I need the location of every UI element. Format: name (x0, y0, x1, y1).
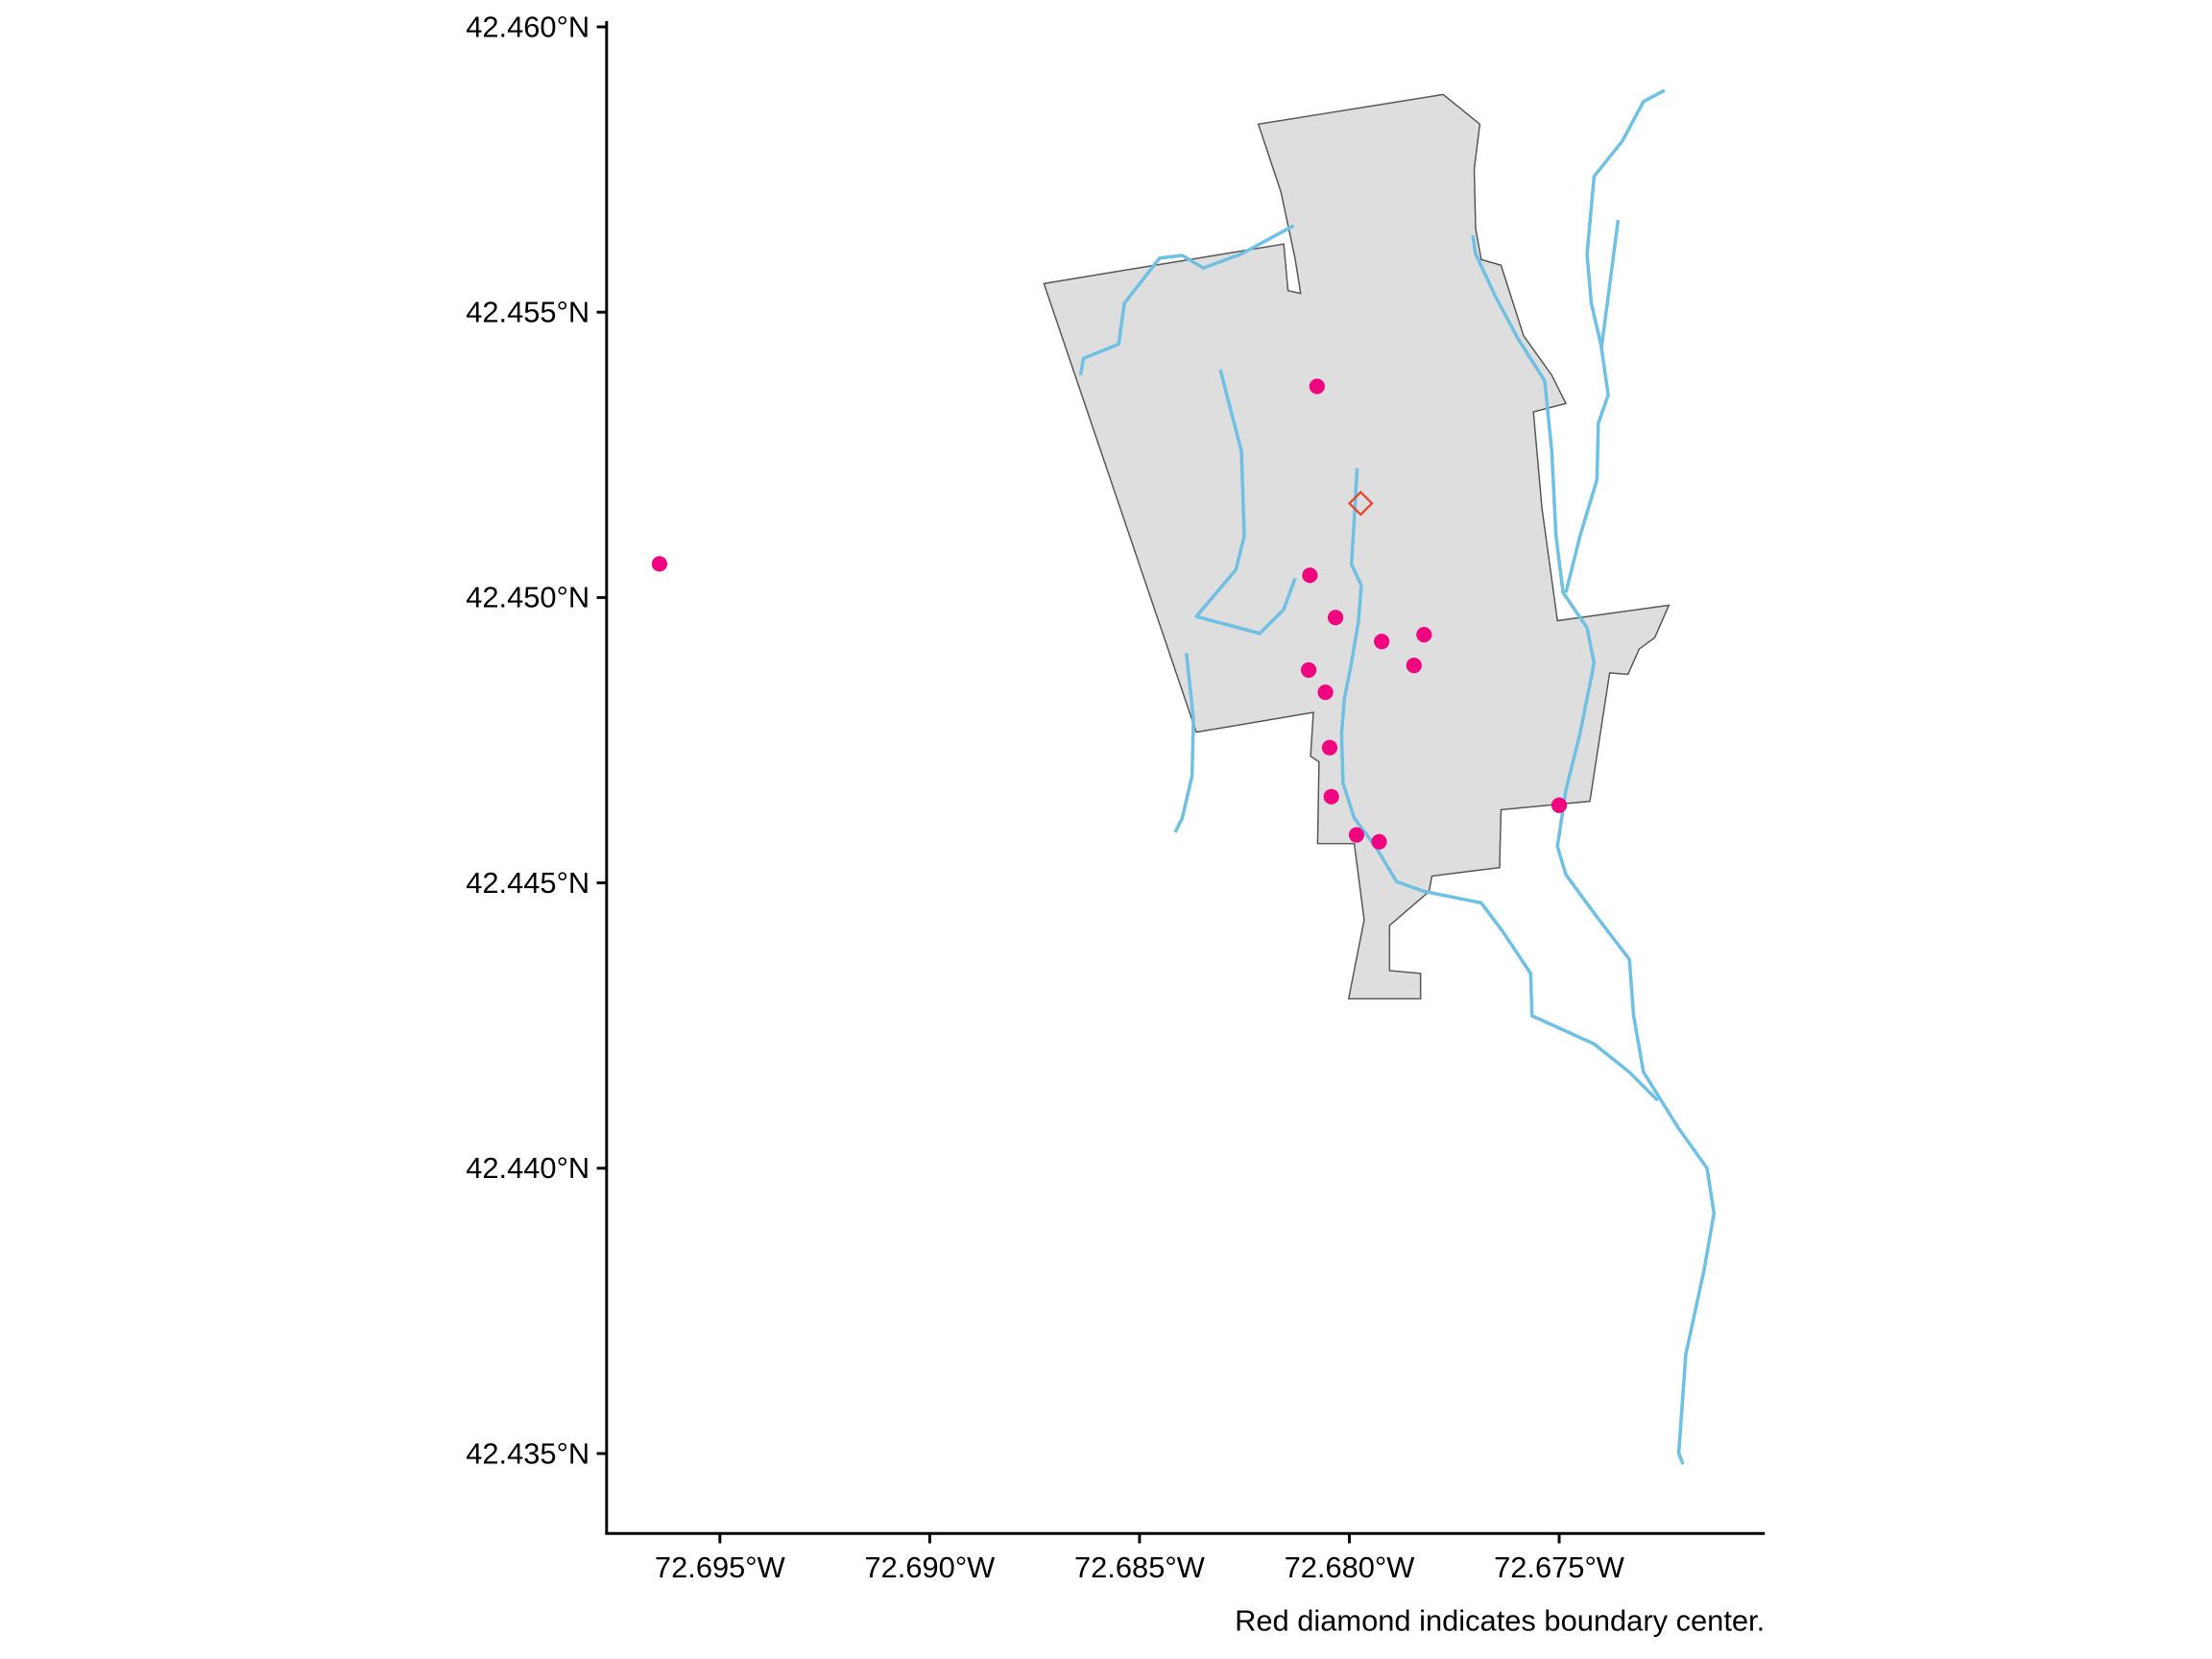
river (1078, 224, 1295, 376)
point (1301, 661, 1317, 678)
y-tick-label: 42.450°N (466, 581, 589, 614)
point (1348, 827, 1364, 843)
river (1564, 88, 1666, 593)
x-tick-label: 72.695°W (655, 1551, 785, 1584)
point (1317, 684, 1334, 701)
river (1173, 653, 1195, 833)
rivers (1078, 88, 1717, 1465)
center-marker (1347, 491, 1374, 517)
point (1551, 797, 1568, 813)
river (1471, 235, 1717, 1465)
point (1327, 610, 1344, 626)
point (1323, 788, 1339, 805)
x-tick-label: 72.675°W (1494, 1551, 1624, 1584)
point (1321, 739, 1338, 756)
point (1374, 634, 1390, 650)
y-tick-label: 42.455°N (466, 295, 589, 328)
caption: Red diamond indicates boundary center. (1235, 1604, 1765, 1638)
y-tick-label: 42.445°N (466, 866, 589, 900)
point (651, 556, 667, 572)
y-tick-label: 42.460°N (466, 10, 589, 43)
x-tick-label: 72.680°W (1285, 1551, 1415, 1584)
boundary (1043, 93, 1671, 1000)
point (1309, 378, 1325, 395)
x-tick-label: 72.690°W (864, 1551, 995, 1584)
point (1416, 626, 1432, 643)
point (1371, 833, 1387, 850)
river (1194, 369, 1297, 636)
x-tick-label: 72.685°W (1074, 1551, 1205, 1584)
y-tick-label: 42.435°N (466, 1436, 589, 1470)
point (1302, 567, 1318, 584)
river (1599, 219, 1621, 350)
river (1339, 468, 1659, 1102)
y-tick-label: 42.440°N (466, 1151, 589, 1185)
point (1406, 658, 1422, 674)
